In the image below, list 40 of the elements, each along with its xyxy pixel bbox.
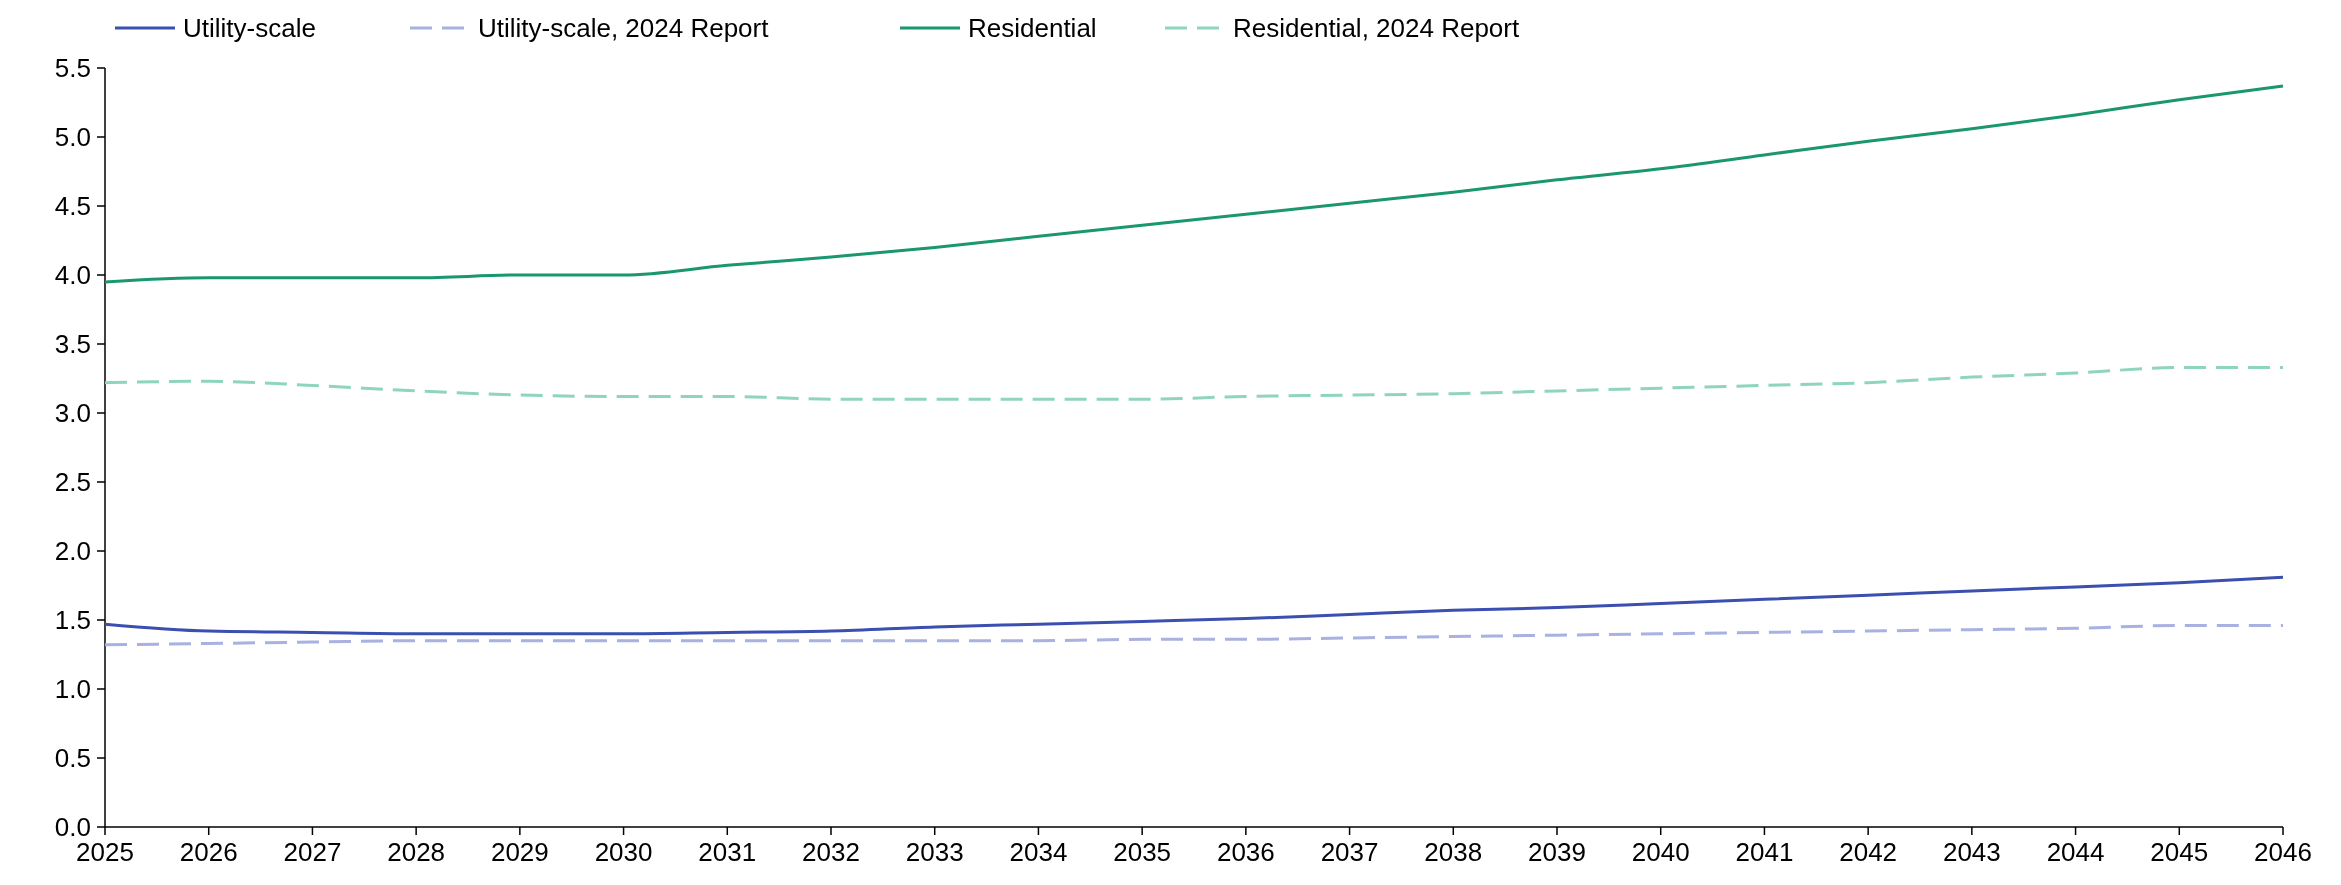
y-tick-label: 0.5 bbox=[54, 743, 91, 774]
x-tick-label: 2040 bbox=[1631, 837, 1690, 867]
x-tick-label: 2044 bbox=[2046, 837, 2105, 867]
line-series bbox=[103, 365, 2285, 401]
x-tick-label: 2027 bbox=[283, 837, 342, 867]
x-tick-label: 2039 bbox=[1528, 837, 1586, 867]
x-tick-label: 2031 bbox=[698, 837, 757, 867]
line-series bbox=[103, 84, 2285, 284]
y-tick-label: 2.5 bbox=[54, 467, 91, 498]
y-tick-label: 1.0 bbox=[54, 674, 91, 705]
x-tick-label: 2028 bbox=[387, 837, 446, 867]
x-tick-label: 2034 bbox=[1009, 837, 1068, 867]
line-series bbox=[103, 624, 2285, 647]
x-tick-label: 2030 bbox=[594, 837, 653, 867]
x-tick-label: 2029 bbox=[490, 837, 549, 867]
y-tick-label: 4.0 bbox=[54, 260, 91, 291]
x-tick-label: 2045 bbox=[2150, 837, 2209, 867]
x-tick-label: 2037 bbox=[1320, 837, 1379, 867]
y-tick-label: 3.5 bbox=[54, 329, 91, 360]
line-series bbox=[103, 575, 2285, 636]
legend-label: Residential bbox=[968, 13, 1097, 43]
x-tick-label: 2042 bbox=[1839, 837, 1898, 867]
x-tick-label: 2041 bbox=[1735, 837, 1794, 867]
x-tick-label: 2033 bbox=[905, 837, 964, 867]
x-tick-label: 2038 bbox=[1424, 837, 1483, 867]
y-tick-label: 3.0 bbox=[54, 398, 91, 429]
x-tick-label: 2046 bbox=[2254, 837, 2312, 867]
y-tick-label: 4.5 bbox=[54, 191, 91, 222]
y-tick-label: 5.5 bbox=[54, 53, 91, 84]
legend-label: Utility-scale bbox=[183, 13, 316, 43]
y-tick-label: 5.0 bbox=[54, 122, 91, 153]
x-tick-label: 2036 bbox=[1216, 837, 1275, 867]
legend-label: Residential, 2024 Report bbox=[1233, 13, 1520, 43]
x-tick-label: 2032 bbox=[802, 837, 860, 867]
y-tick-label: 2.0 bbox=[54, 536, 91, 567]
legend-label: Utility-scale, 2024 Report bbox=[478, 13, 770, 43]
x-tick-label: 2043 bbox=[1942, 837, 2001, 867]
x-tick-label: 2026 bbox=[179, 837, 238, 867]
y-tick-label: 1.5 bbox=[54, 605, 91, 636]
x-tick-label: 2035 bbox=[1113, 837, 1172, 867]
